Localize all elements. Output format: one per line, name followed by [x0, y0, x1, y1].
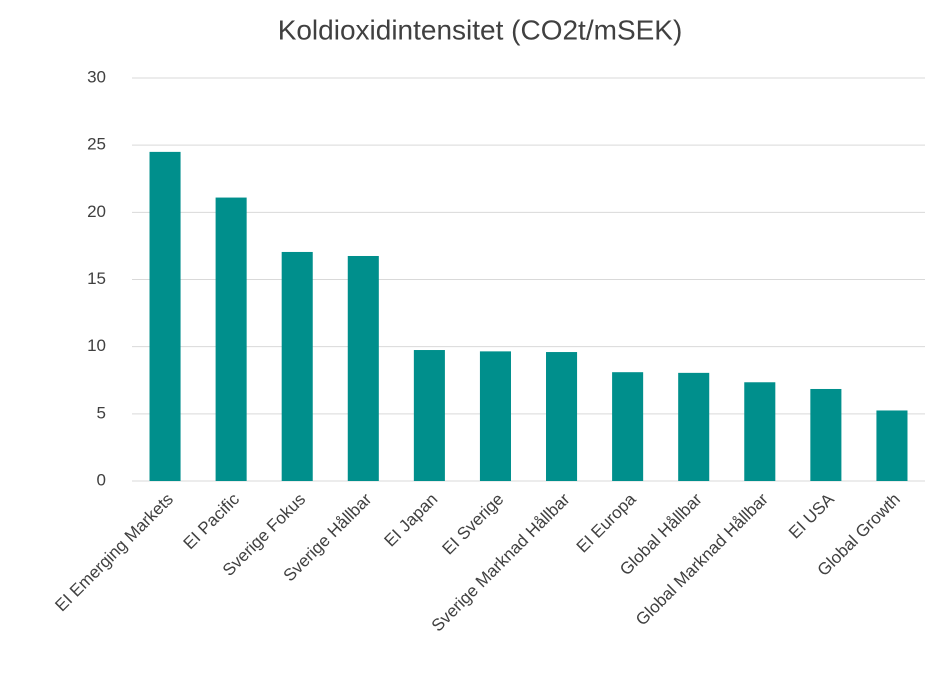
y-tick-label: 5 [97, 403, 106, 422]
y-tick-label: 10 [87, 336, 106, 355]
bar [413, 350, 445, 481]
bar [149, 151, 181, 481]
bar [215, 197, 247, 481]
x-tick-label: Global Marknad Hållbar [632, 489, 772, 629]
bar [678, 372, 710, 481]
y-tick-label: 0 [97, 470, 106, 489]
y-tick-label: 20 [87, 202, 106, 221]
x-tick-label: EI Sverige [439, 490, 508, 559]
bar [347, 255, 379, 481]
bar [810, 388, 842, 481]
bar [612, 372, 644, 481]
chart-title: Koldioxidintensitet (CO2t/mSEK) [278, 14, 683, 45]
x-tick-label: EI Pacific [180, 489, 244, 553]
x-tick-label: EI Japan [380, 490, 441, 551]
x-tick-label: Sverige Marknad Hållbar [428, 489, 574, 635]
bar [281, 251, 313, 481]
bar [876, 410, 908, 481]
x-tick-label: EI Europa [573, 489, 640, 556]
bar [546, 352, 578, 481]
bar [744, 382, 776, 481]
y-tick-label: 25 [87, 135, 106, 154]
x-tick-label: EI USA [785, 489, 838, 542]
bar [479, 351, 511, 481]
y-tick-label: 15 [87, 269, 106, 288]
y-tick-label: 30 [87, 67, 106, 86]
x-tick-label: EI Emerging Markets [51, 490, 177, 616]
